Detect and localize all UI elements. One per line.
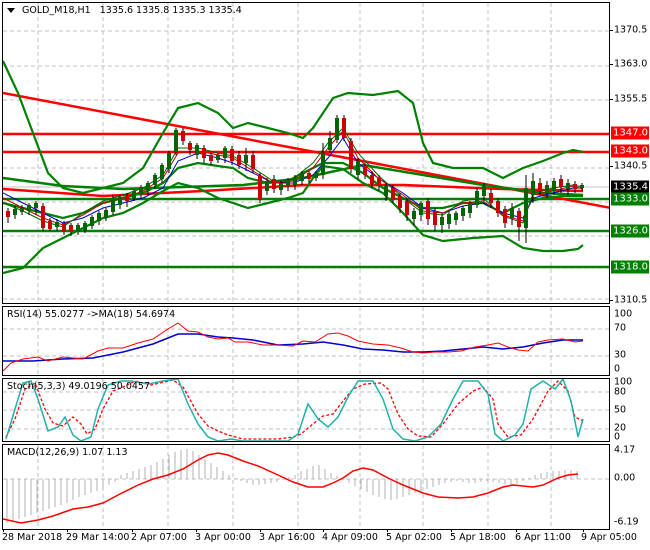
price-tick: 1310.5 xyxy=(614,294,648,306)
time-label: 3 Apr 16:00 xyxy=(259,532,315,543)
macd-panel[interactable]: MACD(12,26,9) 1.07 1.13 xyxy=(2,444,610,530)
time-label: 29 Mar 14:00 xyxy=(66,532,130,543)
time-label: 5 Apr 18:00 xyxy=(450,532,506,543)
macd-tick: 4.17 xyxy=(614,444,636,456)
rsi-chart-svg xyxy=(3,307,609,375)
macd-chart-svg xyxy=(3,445,609,529)
macd-signal-line xyxy=(3,452,579,524)
chart-header: GOLD_M18,H1 1335.6 1335.8 1335.3 1335.4 xyxy=(7,5,242,16)
stoch-tick: 20 xyxy=(614,422,627,434)
price-chart-panel[interactable]: GOLD_M18,H1 1335.6 1335.8 1335.3 1335.4 xyxy=(2,2,610,304)
resistance-level-tag: 1347.0 xyxy=(611,126,649,140)
ohlc-values: 1335.6 1335.8 1335.3 1335.4 xyxy=(99,5,242,16)
support-level-tag: 1326.0 xyxy=(611,224,649,238)
bollinger-bands xyxy=(3,60,584,275)
time-label: 5 Apr 02:00 xyxy=(386,532,442,543)
time-label: 28 Mar 2018 xyxy=(2,532,63,543)
stoch-tick: 50 xyxy=(614,404,627,416)
rsi-panel[interactable]: RSI(14) 55.0277 ->MA(18) 54.6974 xyxy=(2,306,610,376)
current-price-tag: 1335.4 xyxy=(611,180,649,194)
stoch-label: Stoch(5,3,3) 49.0196 50.0457 xyxy=(7,381,151,392)
rsi-tick: 30 xyxy=(614,349,627,361)
rsi-ma-line xyxy=(3,333,583,362)
macd-tick: 0.00 xyxy=(614,472,636,484)
time-label: 9 Apr 05:00 xyxy=(581,532,637,543)
stoch-chart-svg xyxy=(3,379,609,441)
candles xyxy=(6,115,584,243)
price-tick: 1363.0 xyxy=(614,58,648,70)
time-label: 6 Apr 11:00 xyxy=(515,532,571,543)
time-label: 3 Apr 00:00 xyxy=(195,532,251,543)
rsi-tick: 100 xyxy=(614,308,633,320)
levels xyxy=(3,132,609,269)
rsi-line xyxy=(3,322,584,372)
rsi-tick: 0 xyxy=(614,363,621,375)
collapse-arrow-icon[interactable] xyxy=(7,8,15,13)
support-level-tag: 1318.0 xyxy=(611,260,649,274)
rsi-label: RSI(14) 55.0277 ->MA(18) 54.6974 xyxy=(7,309,176,320)
macd-label: MACD(12,26,9) 1.07 1.13 xyxy=(7,447,128,458)
stoch-main-line xyxy=(5,379,584,441)
price-tick: 1340.5 xyxy=(614,160,648,172)
symbol-label: GOLD_M18,H1 xyxy=(22,5,91,16)
price-chart-svg xyxy=(3,3,609,303)
stoch-tick: 100 xyxy=(614,376,633,388)
rsi-tick: 70 xyxy=(614,322,627,334)
resistance-level-tag: 1343.0 xyxy=(611,144,649,158)
time-label: 2 Apr 07:00 xyxy=(131,532,187,543)
macd-tick: -6.19 xyxy=(614,516,639,528)
price-tick: 1370.5 xyxy=(614,24,648,36)
grid xyxy=(3,3,609,303)
stoch-tick: 0 xyxy=(614,431,621,443)
stoch-tick: 80 xyxy=(614,386,627,398)
support-level-tag: 1333.0 xyxy=(611,192,649,206)
price-tick: 1355.5 xyxy=(614,93,648,105)
stochastic-panel[interactable]: Stoch(5,3,3) 49.0196 50.0457 xyxy=(2,378,610,442)
time-label: 4 Apr 09:00 xyxy=(322,532,378,543)
macd-histogram xyxy=(6,449,578,523)
